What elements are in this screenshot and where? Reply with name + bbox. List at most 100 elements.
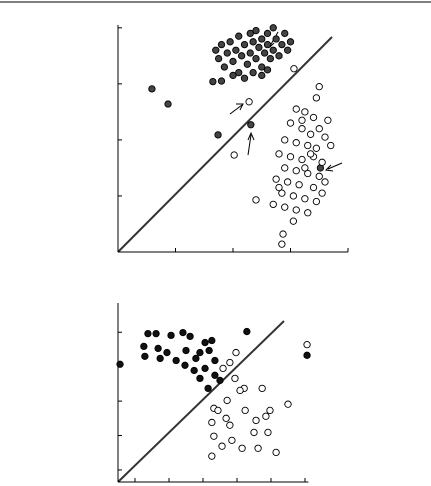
point [281, 203, 289, 211]
point [211, 371, 219, 379]
point [298, 125, 306, 133]
arrow-head [236, 103, 244, 111]
point [192, 354, 200, 363]
point [278, 240, 286, 248]
point [315, 172, 323, 180]
point [258, 63, 266, 71]
point [231, 374, 239, 383]
arrow-head [324, 164, 334, 172]
point [321, 133, 329, 141]
point [235, 32, 243, 40]
point [269, 24, 277, 32]
point [286, 38, 295, 46]
point [214, 54, 223, 63]
point [222, 414, 230, 422]
point [205, 346, 213, 355]
arrow [247, 134, 252, 156]
point [172, 356, 180, 365]
point [289, 217, 298, 225]
point [281, 136, 289, 144]
point [292, 167, 300, 175]
point [263, 66, 272, 74]
point [236, 386, 244, 395]
point [258, 384, 266, 393]
point [292, 105, 300, 113]
point [223, 49, 231, 57]
point [278, 189, 286, 197]
point [283, 46, 292, 54]
point [292, 139, 300, 147]
point [226, 358, 234, 367]
point [298, 116, 306, 124]
diagonal-line [117, 36, 333, 253]
point [230, 151, 238, 159]
point [249, 38, 257, 46]
point [318, 189, 326, 197]
point [204, 384, 212, 393]
point [304, 141, 312, 150]
point [255, 43, 263, 52]
point [309, 183, 318, 192]
point [258, 35, 266, 43]
point [272, 35, 280, 43]
point [321, 178, 329, 186]
point [315, 83, 323, 91]
point [324, 116, 332, 124]
point [223, 396, 231, 405]
point [232, 348, 240, 357]
point [252, 196, 260, 204]
point [229, 57, 237, 66]
point [167, 331, 175, 340]
point [141, 352, 149, 361]
point [301, 195, 309, 203]
point [263, 40, 272, 49]
point [318, 158, 326, 166]
point [306, 150, 315, 158]
point [304, 209, 312, 217]
point [286, 119, 295, 127]
point [312, 197, 321, 206]
point [216, 376, 224, 385]
point [254, 444, 262, 452]
point [186, 332, 194, 341]
point [212, 46, 220, 54]
arrow-head [247, 131, 255, 141]
point [250, 428, 258, 437]
point [315, 125, 323, 133]
point [303, 351, 311, 359]
point [269, 46, 277, 54]
point [235, 68, 243, 77]
point [264, 428, 272, 437]
point [252, 26, 260, 35]
point [214, 131, 222, 139]
point [208, 336, 216, 345]
point [249, 68, 257, 77]
point [181, 361, 189, 369]
point [275, 183, 283, 192]
point [246, 29, 254, 38]
point [240, 40, 249, 49]
point [226, 38, 234, 46]
point [286, 153, 295, 161]
point [309, 113, 318, 122]
point [303, 341, 311, 349]
point [218, 442, 226, 450]
point [312, 94, 321, 102]
point [281, 29, 289, 38]
point [266, 406, 274, 415]
point [243, 327, 251, 336]
point [116, 360, 124, 368]
point [208, 452, 216, 460]
point [275, 150, 283, 158]
point [229, 71, 237, 80]
point [263, 29, 272, 38]
point [211, 356, 219, 365]
point [295, 181, 303, 189]
point [237, 52, 246, 60]
point [196, 348, 204, 357]
point [179, 328, 187, 337]
point [301, 164, 309, 172]
point [228, 436, 236, 444]
point [190, 366, 198, 375]
